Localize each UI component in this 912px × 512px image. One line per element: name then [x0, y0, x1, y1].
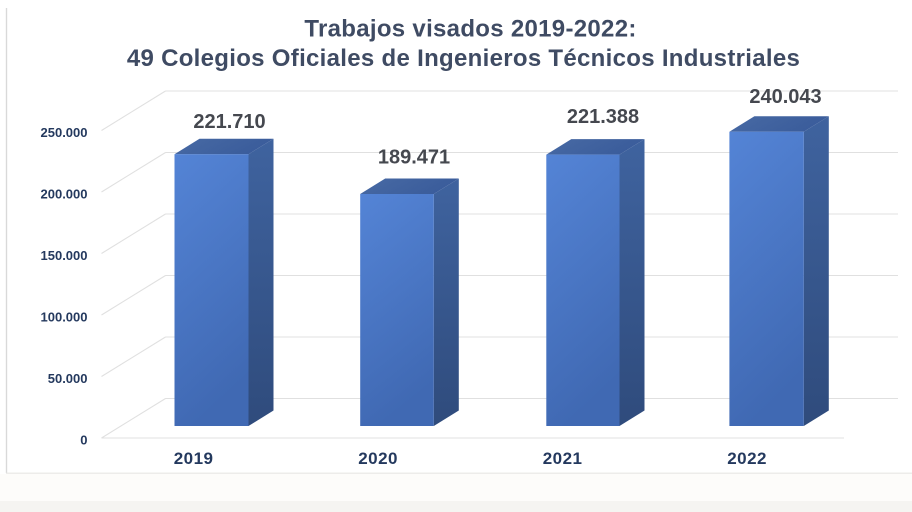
svg-text:221.710: 221.710 [193, 111, 265, 133]
svg-text:189.471: 189.471 [378, 147, 450, 169]
svg-text:2019: 2019 [174, 449, 214, 468]
svg-text:50.000: 50.000 [48, 371, 88, 386]
svg-text:2021: 2021 [543, 449, 583, 468]
svg-text:221.388: 221.388 [567, 106, 639, 128]
svg-text:0: 0 [80, 432, 87, 447]
svg-text:250.000: 250.000 [41, 125, 88, 140]
svg-text:100.000: 100.000 [41, 309, 88, 324]
svg-text:49 Colegios Oficiales de Ingen: 49 Colegios Oficiales de Ingenieros Técn… [127, 45, 800, 72]
svg-text:2022: 2022 [727, 449, 767, 468]
svg-text:Trabajos visados 2019-2022:: Trabajos visados 2019-2022: [304, 16, 636, 43]
svg-text:2020: 2020 [358, 449, 398, 468]
svg-text:240.043: 240.043 [749, 86, 821, 108]
svg-text:150.000: 150.000 [41, 248, 88, 263]
svg-text:200.000: 200.000 [41, 186, 88, 201]
